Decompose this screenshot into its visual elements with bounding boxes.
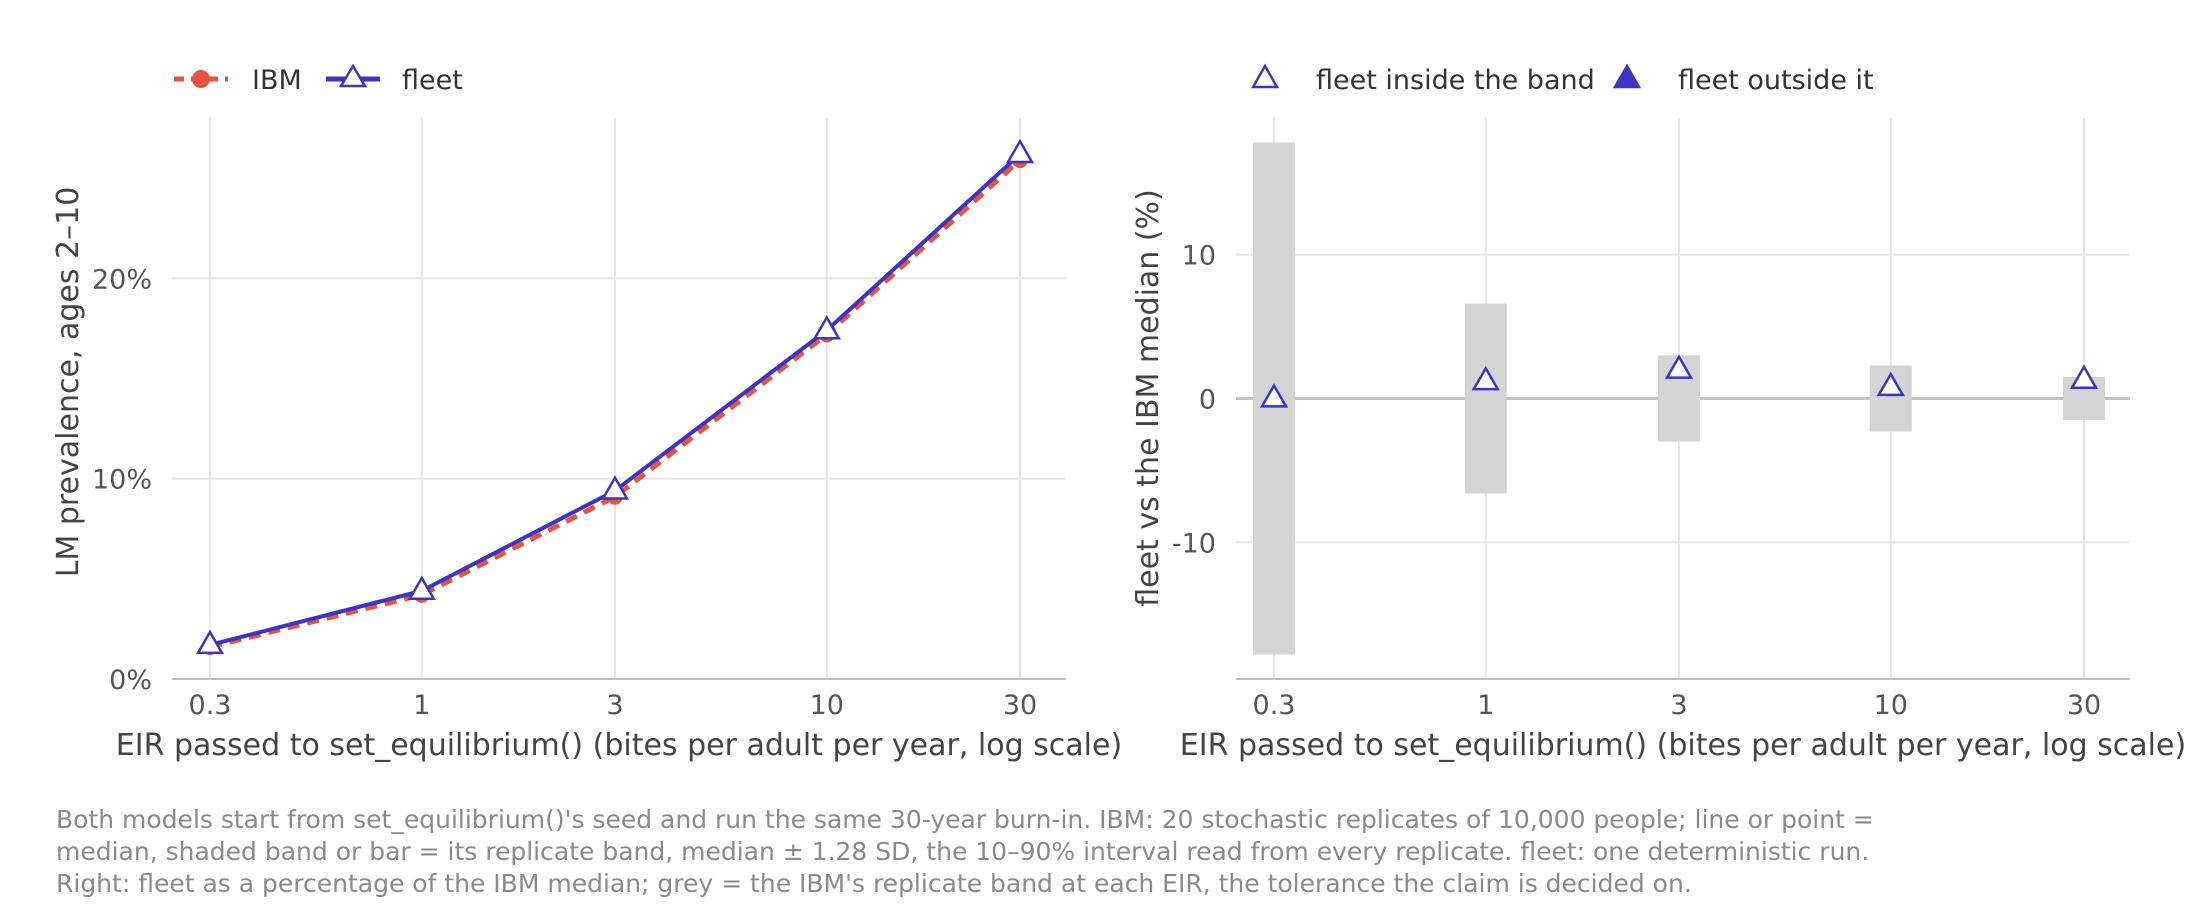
right-x-tick-labels: 0.3 1 3 10 30: [1253, 690, 2102, 721]
legend-outside-band-label: fleet outside it: [1678, 65, 1874, 96]
fleet-point: [600, 475, 630, 500]
fleet-point: [407, 575, 436, 600]
legend-inside-band-marker: [1250, 63, 1280, 89]
right-x-tick-label: 0.3: [1253, 690, 1296, 721]
left-legend: IBM fleet: [174, 63, 463, 96]
fleet-inside-band-point: [1259, 383, 1289, 408]
left-gridlines: [172, 118, 1066, 679]
fleet-point: [812, 314, 841, 340]
left-series: [195, 138, 1035, 655]
left-y-axis-title: LM prevalence, ages 2–10: [51, 187, 86, 578]
right-y-tick-label: 0: [1199, 385, 1216, 416]
left-x-tick-label: 0.3: [189, 690, 232, 721]
left-y-tick-label: 20%: [92, 264, 152, 295]
left-x-tick-label: 1: [413, 690, 430, 721]
fleet-point: [195, 629, 225, 655]
legend-outside-band-marker: [1612, 63, 1642, 89]
right-x-tick-label: 1: [1477, 690, 1494, 721]
right-y-tick-label: 10: [1182, 241, 1216, 272]
left-x-tick-label: 30: [1003, 690, 1037, 721]
legend-inside-band-label: fleet inside the band: [1316, 65, 1595, 96]
legend-ibm-label: IBM: [252, 65, 302, 96]
right-panel-relative-difference: -10 0 10 0.3 1 3 10 30 EIR passed to set_equil…: [1131, 63, 2186, 763]
fleet-point: [1005, 138, 1035, 164]
caption-line-1: Both models start from set_equilibrium()…: [56, 805, 1874, 834]
left-x-axis-title: EIR passed to set_equilibrium() (bites p…: [116, 728, 1122, 763]
left-x-tick-label: 3: [606, 690, 623, 721]
left-y-tick-label: 0%: [109, 665, 152, 696]
right-y-tick-label: -10: [1172, 528, 1216, 559]
right-x-axis-title: EIR passed to set_equilibrium() (bites p…: [1180, 728, 2186, 763]
fleet-inside-band-point: [1876, 371, 1905, 397]
right-x-tick-label: 10: [1874, 690, 1908, 721]
caption-line-3: Right: fleet as a percentage of the IBM …: [56, 869, 1692, 898]
fleet-inside-band-point: [2069, 364, 2099, 389]
legend-fleet-label: fleet: [402, 65, 463, 96]
fleet-inside-band-point: [1471, 365, 1500, 391]
right-legend: fleet inside the band fleet outside it: [1250, 63, 1874, 96]
fleet-inside-band-point: [1664, 354, 1694, 379]
right-y-tick-labels: -10 0 10: [1172, 241, 1216, 560]
legend-fleet-swatch-marker: [338, 63, 368, 88]
figure-caption: Both models start from set_equilibrium()…: [56, 804, 2156, 900]
left-x-tick-label: 10: [810, 690, 844, 721]
right-y-axis-title: fleet vs the IBM median (%): [1131, 189, 1166, 607]
right-fleet-points: [1259, 354, 2099, 408]
left-y-tick-label: 10%: [92, 465, 152, 496]
legend-ibm-swatch-marker: [192, 70, 210, 88]
left-panel-prevalence: 0% 10% 20% 0.3 1 3 10 30 EIR passed to set_equ…: [51, 63, 1122, 763]
replicate-band: [1464, 303, 1507, 494]
right-x-tick-label: 3: [1670, 690, 1687, 721]
left-y-tick-labels: 0% 10% 20%: [92, 264, 152, 696]
left-x-tick-labels: 0.3 1 3 10 30: [189, 690, 1038, 721]
ibm-line: [209, 158, 1022, 650]
caption-line-2: median, shaded band or bar = its replica…: [56, 837, 1870, 866]
right-x-tick-label: 30: [2067, 690, 2101, 721]
